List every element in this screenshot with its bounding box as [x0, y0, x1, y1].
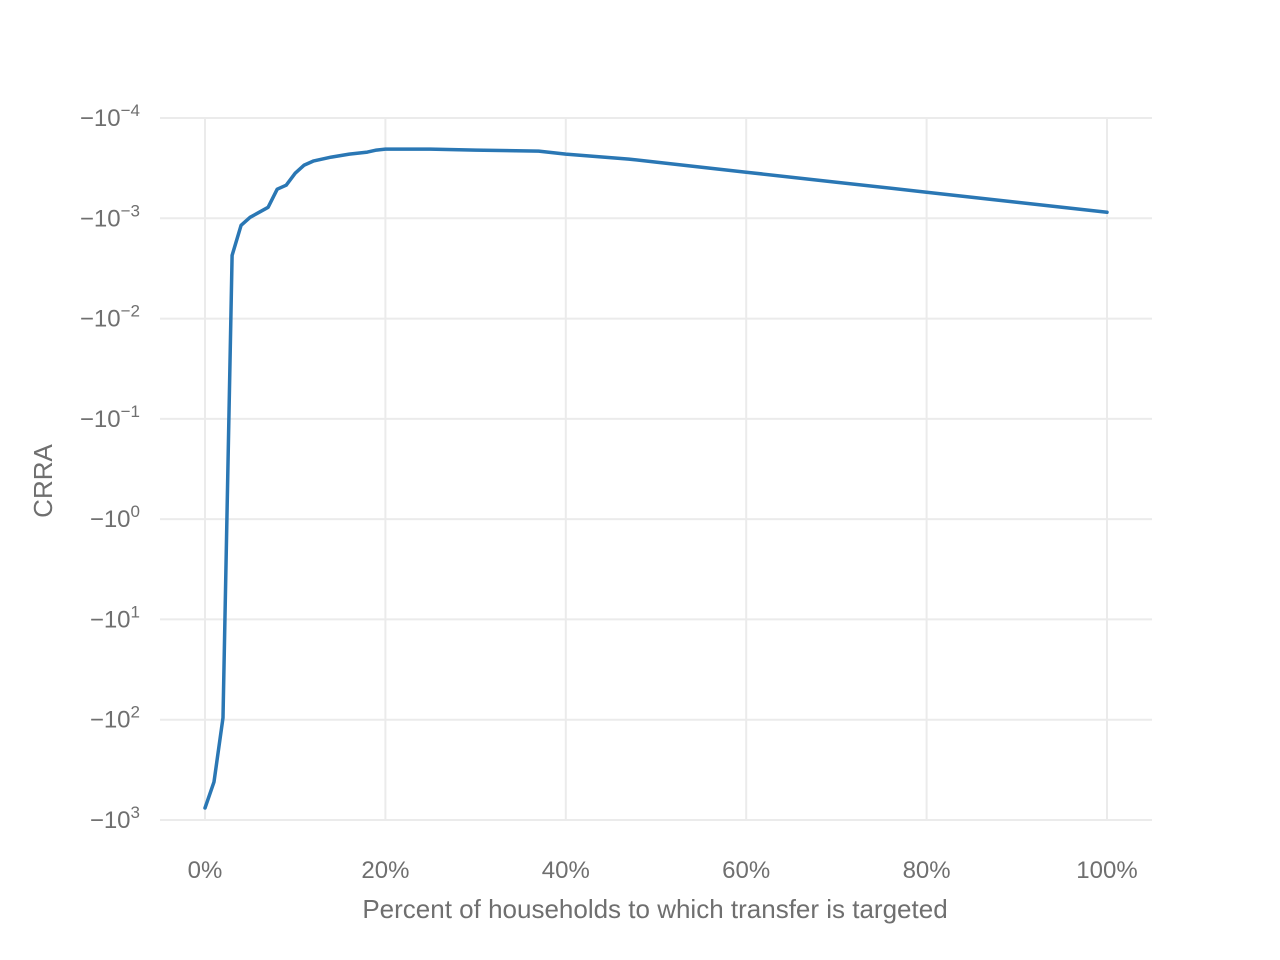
y-tick-label-1: −10−3 — [80, 201, 140, 232]
x-tick-label-1: 20% — [361, 857, 409, 884]
x-tick-label-4: 80% — [903, 857, 951, 884]
y-tick-label-6: −102 — [90, 703, 140, 734]
x-tick-labels: 0% 20% 40% 60% 80% 100% — [188, 857, 1138, 884]
x-axis-label: Percent of households to which transfer … — [362, 894, 947, 924]
y-axis-label: CRRA — [28, 444, 58, 518]
y-tick-label-3: −10−1 — [80, 402, 140, 433]
series-line-0 — [203, 147, 1109, 810]
x-tick-label-3: 60% — [722, 857, 770, 884]
y-tick-labels: −10−4 −10−3 −10−2 −10−1 −100 −101 −102 −103 — [80, 101, 140, 834]
x-tick-label-5: 100% — [1076, 857, 1137, 884]
y-gridlines — [160, 117, 1152, 821]
y-tick-label-2: −10−2 — [80, 302, 140, 333]
y-tick-label-5: −101 — [90, 602, 140, 633]
y-tick-label-0: −10−4 — [80, 101, 140, 132]
y-tick-label-4: −100 — [90, 502, 140, 533]
x-tick-label-2: 40% — [542, 857, 590, 884]
series-layer — [203, 147, 1109, 810]
x-tick-label-0: 0% — [188, 857, 223, 884]
y-tick-label-7: −103 — [90, 803, 140, 834]
x-gridlines — [204, 118, 1108, 820]
